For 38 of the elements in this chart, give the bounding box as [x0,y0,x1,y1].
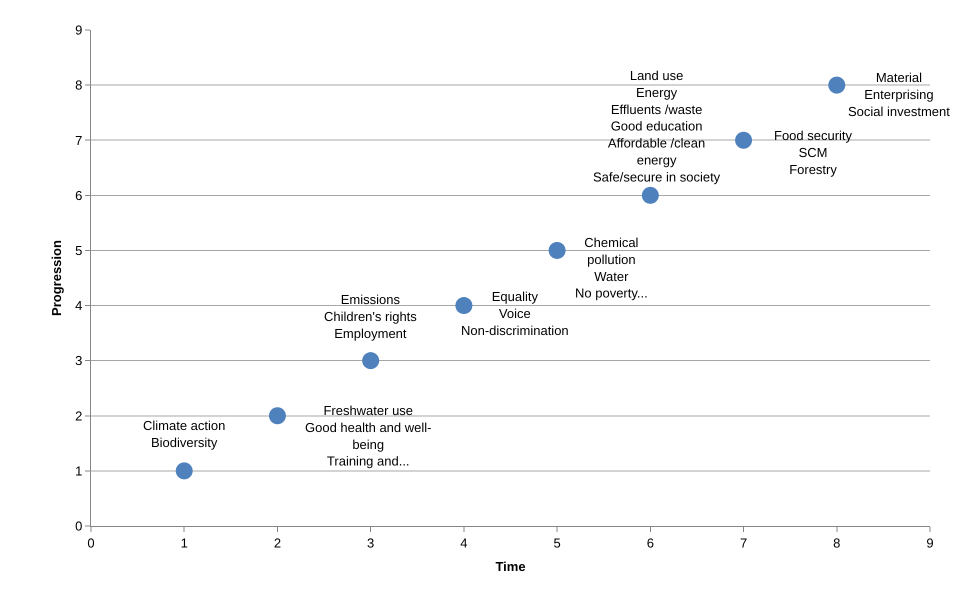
point [268,407,286,424]
annotation: Material Enterprising Social investment [848,70,950,119]
y-tick-label: 4 [75,298,82,314]
annotation: Chemical pollution Water No poverty... [575,235,648,301]
y-tick-label: 7 [75,132,82,148]
x-tick-label: 6 [646,536,654,551]
y-tick-label: 1 [75,463,82,478]
annotation: Emissions Children's rights Employment [324,292,418,341]
point [735,132,752,149]
x-tick-label: 9 [926,536,934,551]
x-tick-label: 1 [180,536,188,551]
x-tick-label: 4 [460,536,468,551]
y-tick-label: 2 [75,408,82,424]
y-tick-label: 8 [75,78,82,93]
point [828,76,846,94]
y-tick-label: 5 [75,242,82,258]
x-tick-label: 8 [833,536,840,551]
annotation: Equality Voice Non-discrimination [461,289,569,338]
y-tick-label: 6 [75,188,82,203]
x-tick-label: 2 [274,536,282,551]
annotation: Freshwater use Good health and well- being Training and... [305,403,432,469]
x-tick-label: 5 [553,536,561,551]
point [362,352,380,370]
point [455,297,472,314]
y-axis-title: Progression [49,240,64,316]
x-axis-title: Time [495,559,526,574]
y-tick-label: 0 [75,518,82,534]
x-tick-label: 0 [87,536,95,551]
point [176,462,193,480]
annotation: Food security SCM Forestry [774,128,853,177]
annotation: Land use Energy Effluents /waste Good education Affordable /clean energy Safe/secure in society [593,68,721,184]
y-tick-label: 9 [75,22,82,38]
point [642,186,659,204]
x-tick-label: 3 [367,536,374,551]
x-tick-label: 7 [740,536,748,551]
annotation: Climate action Biodiversity [143,418,226,450]
y-tick-label: 3 [75,353,82,368]
point [548,242,566,259]
